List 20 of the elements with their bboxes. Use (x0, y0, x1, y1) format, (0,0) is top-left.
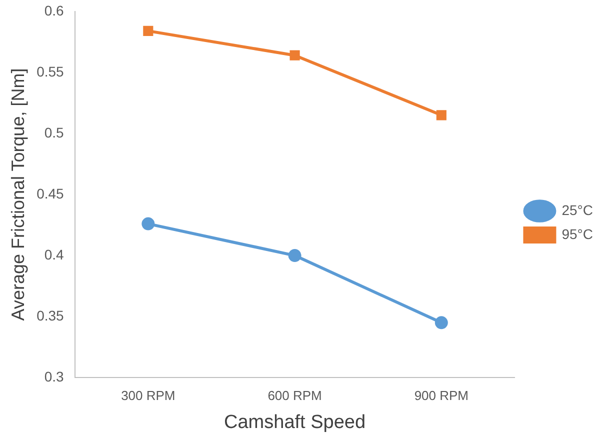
y-tick-label: 0.3 (44, 368, 64, 384)
legend-label: 25°C (562, 202, 593, 218)
x-tick-label: 900 RPM (414, 388, 469, 403)
x-tick-label: 600 RPM (268, 388, 322, 403)
point (434, 316, 448, 330)
point (143, 26, 154, 36)
y-tick-label: 0.35 (36, 307, 64, 324)
y-tick-label: 0.45 (36, 185, 64, 202)
point (436, 110, 446, 120)
y-tick-label: 0.6 (44, 2, 64, 18)
point (142, 217, 155, 230)
x-axis-title: Camshaft Speed (224, 412, 366, 433)
legend-label: 95°C (562, 226, 593, 242)
point (290, 50, 300, 60)
y-tick-label: 0.4 (44, 246, 64, 262)
point (288, 249, 302, 262)
x-tick-label: 300 RPM (121, 388, 176, 403)
y-tick-label: 0.5 (44, 124, 64, 140)
y-tick-label: 0.55 (36, 63, 64, 80)
y-axis-title: Average Frictional Torque, [Nm] (8, 68, 28, 321)
